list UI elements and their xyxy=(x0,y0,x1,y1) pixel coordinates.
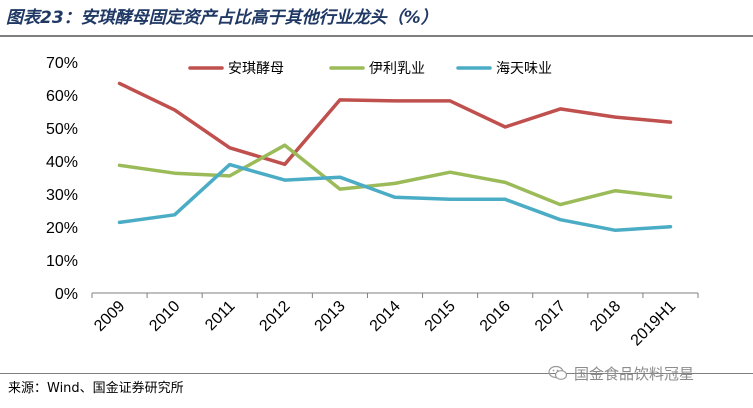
x-tick-label: 2019H1 xyxy=(628,298,680,350)
x-tick-label: 2014 xyxy=(367,298,404,335)
x-tick-label: 2009 xyxy=(91,298,128,335)
x-tick-label: 2010 xyxy=(146,298,183,335)
source-note: 来源：Wind、国金证券研究所 xyxy=(8,381,184,396)
x-tick-label: 2018 xyxy=(587,298,624,335)
title-divider xyxy=(0,35,753,37)
y-tick-label: 50% xyxy=(46,121,78,138)
figure-title-text: 图表23：安琪酵母固定资产占比高于其他行业龙头（%） xyxy=(6,8,438,28)
legend-label: 海天味业 xyxy=(496,61,552,77)
y-tick-label: 10% xyxy=(46,253,78,270)
x-tick-label: 2013 xyxy=(312,298,349,335)
footer-divider xyxy=(0,373,753,374)
x-tick-label: 2011 xyxy=(202,298,238,334)
series-line xyxy=(117,162,673,233)
x-tick-label: 2015 xyxy=(422,298,459,335)
line-chart: 0% 10% 20% 30% 40% 50% 60% 70% 2009 2010 2011 2012 2… xyxy=(46,55,699,350)
y-tick-label: 30% xyxy=(46,187,78,204)
y-tick-label: 40% xyxy=(46,154,78,171)
legend-label: 安琪酵母 xyxy=(228,61,284,77)
legend-label: 伊利乳业 xyxy=(369,61,425,77)
watermark: 国金食品饮料冠星 xyxy=(548,362,694,384)
x-tick-label: 2017 xyxy=(532,298,569,335)
y-tick-label: 60% xyxy=(46,88,78,105)
series-line xyxy=(117,143,673,207)
watermark-text: 国金食品饮料冠星 xyxy=(574,364,695,383)
y-tick-label: 20% xyxy=(46,220,78,237)
y-tick-label: 0% xyxy=(55,286,78,303)
x-tick-label: 2012 xyxy=(256,298,293,335)
series-line xyxy=(117,81,673,167)
wechat-icon xyxy=(548,365,568,380)
y-tick-label: 70% xyxy=(46,55,78,72)
figure-title: 图表23：安琪酵母固定资产占比高于其他行业龙头（%） xyxy=(6,4,438,32)
x-tick-label: 2016 xyxy=(477,298,514,335)
